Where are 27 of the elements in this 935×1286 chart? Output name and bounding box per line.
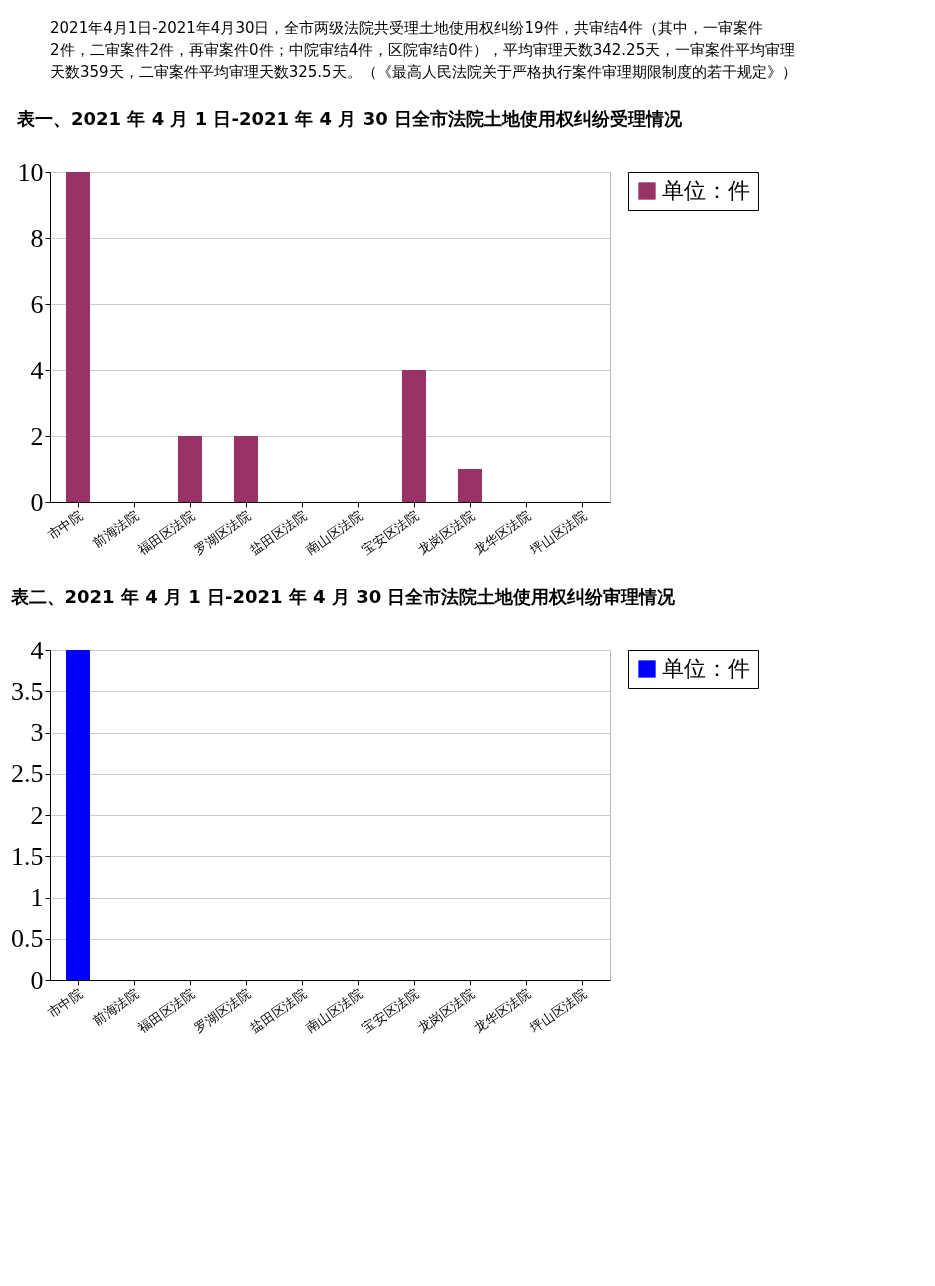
text: 2021年4月1日-2021年4月30日，全市两级法院共受理土地使用权纠纷19件，共审结4件（其中，一审案件2件，二审案件2件，再审案件0件；中院审结4件，区院审结0件），平均审理天数342.25天，一审案件平均审理天数359天，二审案件平均审理天数325.5天。（《最高人民法院关于严格执行案件审理期限制度的若干规定》） xyxy=(50,19,797,81)
y-tick-label: 10 xyxy=(17,157,44,187)
y-tick-label: 8 xyxy=(30,223,44,253)
bar xyxy=(458,469,482,502)
chart-title: 表一、2021 年 4 月 1 日-2021 年 4 月 30 日全市法院土地使用权纠纷受理情况 xyxy=(16,108,683,129)
y-tick-label: 1 xyxy=(30,883,44,912)
y-tick-label: 3 xyxy=(30,718,44,747)
y-tick-label: 2 xyxy=(30,421,44,451)
y-tick-label: 0 xyxy=(30,487,44,517)
bar xyxy=(66,172,90,502)
y-tick-label: 3.5 xyxy=(11,676,44,706)
x-tick-label: 市中院 xyxy=(44,985,86,1021)
y-tick-label: 4 xyxy=(30,635,44,665)
y-tick-label: 0.5 xyxy=(11,924,44,954)
chart-title: 表二、2021 年 4 月 1 日-2021 年 4 月 30 日全市法院土地使用权纠纷审理情况 xyxy=(9,586,677,607)
bar xyxy=(178,436,202,502)
legend-label: 单位：件 xyxy=(662,178,750,203)
y-tick-label: 4 xyxy=(30,355,44,385)
y-tick-label: 2.5 xyxy=(11,759,44,789)
y-tick-label: 2 xyxy=(30,800,44,830)
x-tick-label: 市中院 xyxy=(44,507,86,543)
y-tick-label: 6 xyxy=(30,289,44,319)
bar xyxy=(234,436,258,502)
bar xyxy=(402,370,426,502)
legend-label: 单位：件 xyxy=(662,656,750,681)
y-tick-label: 0 xyxy=(30,965,44,995)
y-tick-label: 1.5 xyxy=(11,841,44,871)
